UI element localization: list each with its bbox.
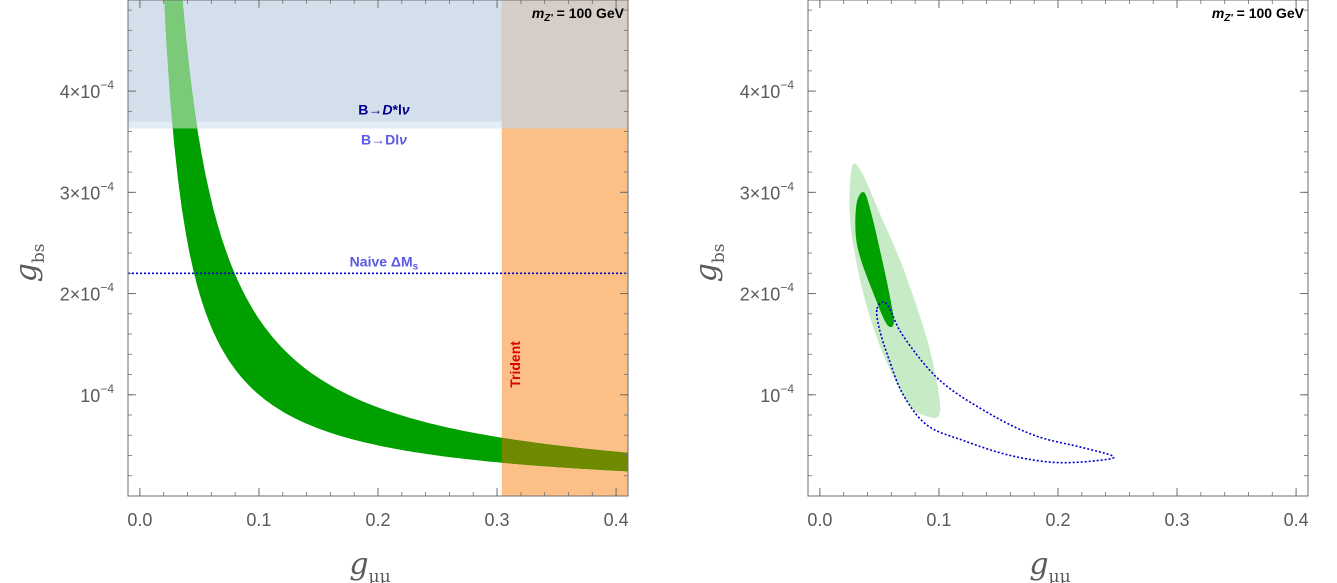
left-axis-ticks: 0.0 0.1 0.2 0.3 0.4 10−4 2×10−4 3×10−4 4×10−4 <box>60 0 629 530</box>
left-y-axis-label: gbs <box>9 243 49 282</box>
dotted-contour <box>875 301 1115 464</box>
allowed-band-excluded-part <box>164 0 198 129</box>
right-panel: 0.0 0.1 0.2 0.3 0.4 10−4 2×10−4 3×10−4 4×10−4 mZ… <box>689 0 1309 583</box>
x-tick-label: 0.4 <box>604 510 629 530</box>
right-y-axis-label: gbs <box>689 243 729 282</box>
y-tick-label: 4×10−4 <box>60 78 115 102</box>
x-tick-label: 0.1 <box>246 510 271 530</box>
right-x-axis-label: gμμ <box>1029 547 1070 583</box>
y-tick-label: 2×10−4 <box>740 281 795 305</box>
y-tick-label: 10−4 <box>760 382 794 406</box>
left-plot-regions <box>128 0 628 496</box>
allowed-region-1sigma <box>855 191 894 328</box>
x-tick-label: 0.2 <box>365 510 390 530</box>
right-plot-regions <box>849 163 1115 464</box>
allowed-band <box>164 0 628 472</box>
y-tick-label: 10−4 <box>80 382 114 406</box>
x-tick-label: 0.0 <box>807 510 832 530</box>
exclusion-overlap-upper <box>501 0 628 129</box>
left-panel: 0.0 0.1 0.2 0.3 0.4 10−4 2×10−4 3×10−4 4×10−4 mZ… <box>9 0 629 583</box>
label-trident: Trident <box>507 341 523 388</box>
left-mass-label: mZ' = 100 GeV <box>532 5 625 24</box>
right-axis-ticks: 0.0 0.1 0.2 0.3 0.4 10−4 2×10−4 3×10−4 4×10−4 <box>740 0 1309 530</box>
right-mass-label: mZ' = 100 GeV <box>1212 5 1305 24</box>
y-tick-label: 3×10−4 <box>740 179 795 203</box>
label-b-to-dstarlnu: B→D*lν <box>358 101 410 117</box>
label-naive-delta-ms: Naive ΔMs <box>350 253 419 272</box>
x-tick-label: 0.3 <box>1165 510 1190 530</box>
y-tick-label: 4×10−4 <box>740 78 795 102</box>
x-tick-label: 0.3 <box>485 510 510 530</box>
x-tick-label: 0.1 <box>926 510 951 530</box>
left-x-axis-label: gμμ <box>349 547 390 583</box>
x-tick-label: 0.2 <box>1045 510 1070 530</box>
x-tick-label: 0.4 <box>1284 510 1309 530</box>
allowed-band-trident-overlap <box>501 437 628 472</box>
x-tick-label: 0.0 <box>127 510 152 530</box>
y-tick-label: 2×10−4 <box>60 281 115 305</box>
label-b-to-dlnu: B→Dlν <box>361 132 407 148</box>
y-tick-label: 3×10−4 <box>60 179 115 203</box>
